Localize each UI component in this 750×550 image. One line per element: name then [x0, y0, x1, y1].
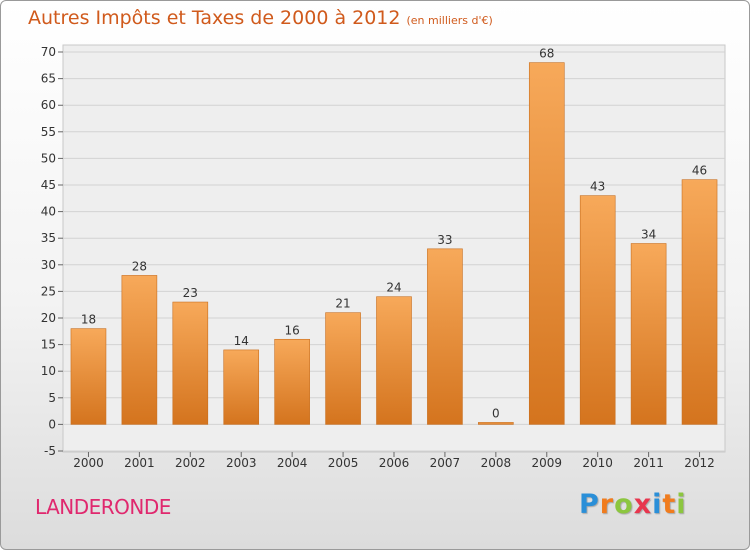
chart-title: Autres Impôts et Taxes de 2000 à 2012 (en…	[28, 7, 493, 29]
data-label-2004: 16	[285, 323, 300, 337]
bars	[70, 62, 718, 425]
commune-name: LANDERONDE	[35, 495, 171, 519]
x-tick-label-2004: 2004	[277, 456, 308, 470]
y-tick-label: 55	[41, 125, 56, 139]
data-label-2000: 18	[81, 313, 96, 327]
y-tick-label: 20	[41, 311, 56, 325]
chart-title-text: Autres Impôts et Taxes de 2000 à 2012	[28, 7, 401, 29]
y-tick-label: 25	[41, 284, 56, 298]
x-tick-label-2003: 2003	[226, 456, 257, 470]
x-tick-label-2012: 2012	[684, 456, 715, 470]
logo-letter: t	[662, 489, 677, 520]
bar-2001	[121, 275, 158, 425]
y-tick-label: 15	[41, 338, 56, 352]
bar-2008	[478, 422, 514, 425]
y-tick-label: 50	[41, 151, 56, 165]
x-axis-ticks: 2000 2001 2002 2003 2004 2005 2006 2007 2008 2009…	[73, 452, 715, 470]
data-label-2009: 68	[539, 47, 554, 61]
x-tick-label-2008: 2008	[481, 456, 512, 470]
data-labels: 18 28 23 14 16 21 24 33 0 68 43 34 46	[81, 47, 707, 421]
x-tick-label-2011: 2011	[633, 456, 664, 470]
bar-2010	[579, 195, 616, 425]
y-tick-label: 30	[41, 258, 56, 272]
x-tick-label-2000: 2000	[73, 456, 104, 470]
bar-2005	[325, 312, 361, 425]
y-tick-label: 60	[41, 98, 56, 112]
data-label-2002: 23	[183, 286, 198, 300]
x-tick-label-2005: 2005	[328, 456, 359, 470]
y-tick-label: 10	[41, 364, 56, 378]
data-label-2005: 21	[335, 297, 350, 311]
y-tick-label: 35	[41, 231, 56, 245]
data-label-2006: 24	[386, 281, 401, 295]
y-tick-label: 70	[41, 45, 56, 59]
data-label-2007: 33	[437, 233, 452, 247]
y-tick-label: 5	[48, 391, 56, 405]
bar-2002	[172, 301, 209, 425]
y-axis-ticks: -5 0 5 10 15 20 25 30 35 40 45 50 55 60 65 70	[41, 45, 63, 458]
bar-2006	[376, 296, 412, 425]
bar-2003	[223, 349, 260, 425]
x-tick-label-2010: 2010	[582, 456, 613, 470]
data-label-2008: 0	[492, 406, 500, 420]
y-tick-label: 40	[41, 205, 56, 219]
y-tick-label: 45	[41, 178, 56, 192]
logo-letter: o	[614, 489, 634, 520]
data-label-2010: 43	[590, 180, 605, 194]
x-tick-label-2009: 2009	[531, 456, 562, 470]
logo-letter: x	[633, 489, 653, 520]
proxiti-logo[interactable]: Proxiti	[579, 489, 687, 520]
x-tick-label-2007: 2007	[430, 456, 461, 470]
logo-letter: P	[579, 489, 600, 520]
logo-letter: i	[676, 489, 687, 520]
y-tick-label: -5	[44, 444, 56, 458]
data-label-2011: 34	[641, 228, 656, 242]
logo-letter: r	[599, 489, 615, 520]
y-tick-label: 65	[41, 72, 56, 86]
data-label-2003: 14	[234, 334, 249, 348]
bar-2009	[528, 62, 565, 425]
x-tick-label-2001: 2001	[124, 456, 155, 470]
data-label-2001: 28	[132, 259, 147, 273]
y-tick-label: 0	[48, 417, 56, 431]
x-tick-label-2002: 2002	[175, 456, 206, 470]
bar-2007	[427, 248, 463, 425]
bar-2011	[630, 243, 667, 425]
data-label-2012: 46	[692, 164, 707, 178]
logo-letter: i	[652, 489, 663, 520]
bar-2004	[274, 338, 310, 425]
x-tick-label-2006: 2006	[379, 456, 410, 470]
chart-subtitle: (en milliers d'€)	[406, 14, 493, 27]
bar-2012	[681, 179, 718, 425]
bar-2000	[70, 328, 107, 425]
